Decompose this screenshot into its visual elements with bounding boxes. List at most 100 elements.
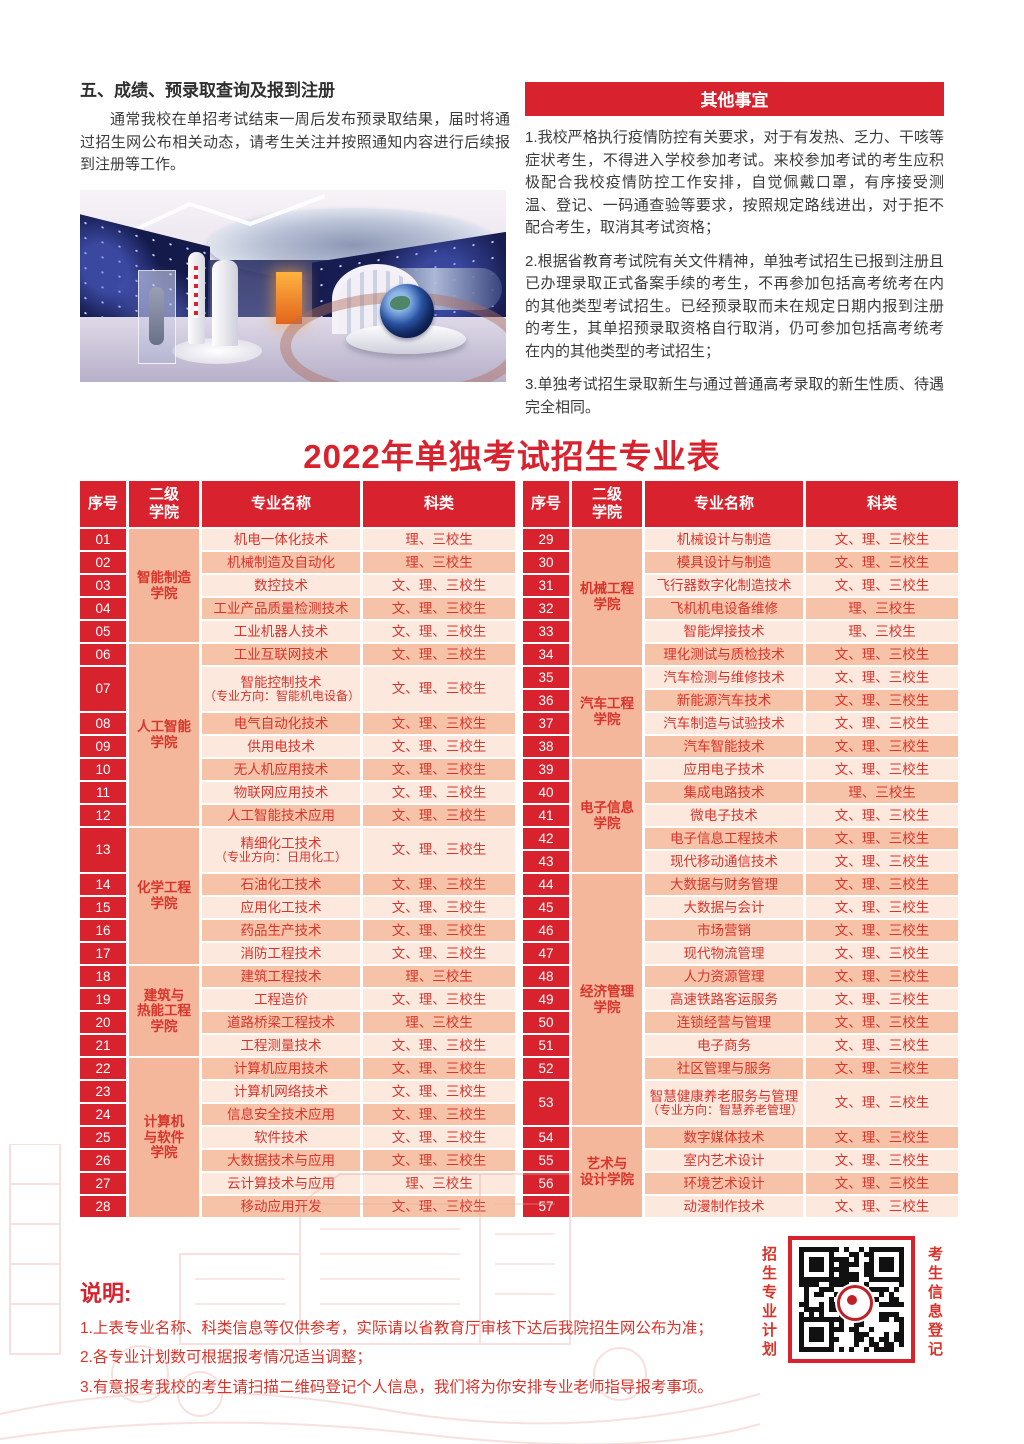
table-row: 30 模具设计与制造 文、理、三校生 xyxy=(523,552,958,573)
table-row: 14 石油化工技术 文、理、三校生 xyxy=(80,874,515,895)
table-row: 08 电气自动化技术 文、理、三校生 xyxy=(80,713,515,734)
majors-table-left: 序号 二级 学院 专业名称 科类 01 智能制造 学院 机电一体化技术 理、三校生 02 机械制造… xyxy=(77,479,518,1219)
table-row: 09 供用电技术 文、理、三校生 xyxy=(80,736,515,757)
major-cell: 大数据与会计 xyxy=(645,897,803,918)
table-row: 12 人工智能技术应用 文、理、三校生 xyxy=(80,805,515,826)
row-number-cell: 01 xyxy=(80,529,126,550)
row-number-cell: 36 xyxy=(523,690,569,711)
category-cell: 文、理、三校生 xyxy=(806,667,958,688)
row-number-cell: 49 xyxy=(523,989,569,1010)
category-cell: 文、理、三校生 xyxy=(806,690,958,711)
college-cell: 人工智能 学院 xyxy=(129,644,199,826)
table-row: 23 计算机网络技术 文、理、三校生 xyxy=(80,1081,515,1102)
row-number-cell: 38 xyxy=(523,736,569,757)
table-row: 03 数控技术 文、理、三校生 xyxy=(80,575,515,596)
row-number-cell: 13 xyxy=(80,828,126,872)
major-cell: 石油化工技术 xyxy=(202,874,360,895)
major-cell: 供用电技术 xyxy=(202,736,360,757)
table-row: 49 高速铁路客运服务 文、理、三校生 xyxy=(523,989,958,1010)
row-number-cell: 31 xyxy=(523,575,569,596)
table-row: 07 智能控制技术 （专业方向：智能机电设备） 文、理、三校生 xyxy=(80,667,515,711)
row-number-cell: 17 xyxy=(80,943,126,964)
major-cell: 应用化工技术 xyxy=(202,897,360,918)
row-number-cell: 18 xyxy=(80,966,126,987)
table-row: 31 飞行器数字化制造技术 文、理、三校生 xyxy=(523,575,958,596)
table-row: 42 电子信息工程技术 文、理、三校生 xyxy=(523,828,958,849)
major-cell: 软件技术 xyxy=(202,1127,360,1148)
table-row: 46 市场营销 文、理、三校生 xyxy=(523,920,958,941)
note-item-2: 2.各专业计划数可根据报考情况适当调整； xyxy=(80,1349,372,1367)
row-number-cell: 32 xyxy=(523,598,569,619)
major-cell: 模具设计与制造 xyxy=(645,552,803,573)
major-direction-note: （专业方向：智慧养老管理） xyxy=(647,1103,804,1118)
table-row: 17 消防工程技术 文、理、三校生 xyxy=(80,943,515,964)
college-cell: 艺术与 设计学院 xyxy=(572,1127,642,1217)
row-number-cell: 52 xyxy=(523,1058,569,1079)
results-section: 五、成绩、预录取查询及报到注册 通常我校在单招考试结束一周后发布预录取结果，届时… xyxy=(80,76,510,177)
category-cell: 文、理、三校生 xyxy=(363,1081,515,1102)
major-cell: 新能源汽车技术 xyxy=(645,690,803,711)
category-cell: 文、理、三校生 xyxy=(806,759,958,780)
qr-code xyxy=(788,1236,915,1363)
table-row: 47 现代物流管理 文、理、三校生 xyxy=(523,943,958,964)
row-number-cell: 09 xyxy=(80,736,126,757)
category-cell: 文、理、三校生 xyxy=(363,1058,515,1079)
major-cell: 理化测试与质检技术 xyxy=(645,644,803,665)
table-row: 22 计算机 与软件 学院 计算机应用技术 文、理、三校生 xyxy=(80,1058,515,1217)
row-number-cell: 47 xyxy=(523,943,569,964)
other-matters-paragraph-2: 2.根据省教育考试院有关文件精神，单独考试招生已报到注册且已办理录取正式备案手续… xyxy=(525,252,944,360)
row-number-cell: 56 xyxy=(523,1173,569,1194)
major-cell: 建筑工程技术 xyxy=(202,966,360,987)
column-header: 序号 xyxy=(80,481,126,527)
major-cell: 云计算技术与应用 xyxy=(202,1173,360,1194)
category-cell: 文、理、三校生 xyxy=(806,1081,958,1125)
major-cell: 高速铁路客运服务 xyxy=(645,989,803,1010)
column-header: 二级 学院 xyxy=(572,481,642,527)
table-row: 18 建筑与 热能工程 学院 建筑工程技术 理、三校生 xyxy=(80,966,515,1056)
category-cell: 文、理、三校生 xyxy=(363,828,515,872)
qr-right-label: 考生信息登记 xyxy=(926,1246,943,1360)
category-cell: 文、理、三校生 xyxy=(363,805,515,826)
row-number-cell: 35 xyxy=(523,667,569,688)
row-number-cell: 46 xyxy=(523,920,569,941)
major-cell: 人力资源管理 xyxy=(645,966,803,987)
row-number-cell: 19 xyxy=(80,989,126,1010)
table-row: 32 飞机机电设备维修 理、三校生 xyxy=(523,598,958,619)
category-cell: 理、三校生 xyxy=(363,552,515,573)
row-number-cell: 45 xyxy=(523,897,569,918)
category-cell: 文、理、三校生 xyxy=(363,621,515,642)
major-cell: 计算机应用技术 xyxy=(202,1058,360,1079)
category-cell: 文、理、三校生 xyxy=(363,759,515,780)
college-cell: 智能制造 学院 xyxy=(129,529,199,642)
photo-rocket-model xyxy=(188,252,205,344)
other-matters-paragraph-3: 3.单独考试招生录取新生与通过普通高考录取的新生性质、待遇完全相同。 xyxy=(525,376,944,416)
row-number-cell: 42 xyxy=(523,828,569,849)
category-cell: 文、理、三校生 xyxy=(806,828,958,849)
major-cell: 工程测量技术 xyxy=(202,1035,360,1056)
table-row: 38 汽车智能技术 文、理、三校生 xyxy=(523,736,958,757)
major-cell: 电气自动化技术 xyxy=(202,713,360,734)
table-row: 52 社区管理与服务 文、理、三校生 xyxy=(523,1058,958,1079)
category-cell: 文、理、三校生 xyxy=(806,989,958,1010)
photo-orange-door xyxy=(276,272,302,324)
college-cell: 电子信息 学院 xyxy=(572,759,642,872)
major-cell: 环境艺术设计 xyxy=(645,1173,803,1194)
major-direction-note: （专业方向：智能机电设备） xyxy=(204,689,361,704)
table-row: 24 信息安全技术应用 文、理、三校生 xyxy=(80,1104,515,1125)
column-header: 序号 xyxy=(523,481,569,527)
photo-display-case xyxy=(138,270,176,364)
row-number-cell: 26 xyxy=(80,1150,126,1171)
photo-neon-line xyxy=(129,194,326,234)
category-cell: 文、理、三校生 xyxy=(806,874,958,895)
major-cell: 智能焊接技术 xyxy=(645,621,803,642)
table-row: 55 室内艺术设计 文、理、三校生 xyxy=(523,1150,958,1171)
major-cell: 智能控制技术 （专业方向：智能机电设备） xyxy=(202,667,360,711)
category-cell: 文、理、三校生 xyxy=(363,598,515,619)
table-row: 34 理化测试与质检技术 文、理、三校生 xyxy=(523,644,958,665)
row-number-cell: 02 xyxy=(80,552,126,573)
major-cell: 物联网应用技术 xyxy=(202,782,360,803)
category-cell: 文、理、三校生 xyxy=(806,1196,958,1217)
table-row: 48 人力资源管理 文、理、三校生 xyxy=(523,966,958,987)
majors-table-right: 序号 二级 学院 专业名称 科类 29 机械工程 学院 机械设计与制造 文、理、三校生 30 模具… xyxy=(520,479,961,1219)
other-matters-paragraph-1: 1.我校严格执行疫情防控有关要求，对于有发热、乏力、干咳等症状考生，不得进入学校… xyxy=(525,129,944,236)
